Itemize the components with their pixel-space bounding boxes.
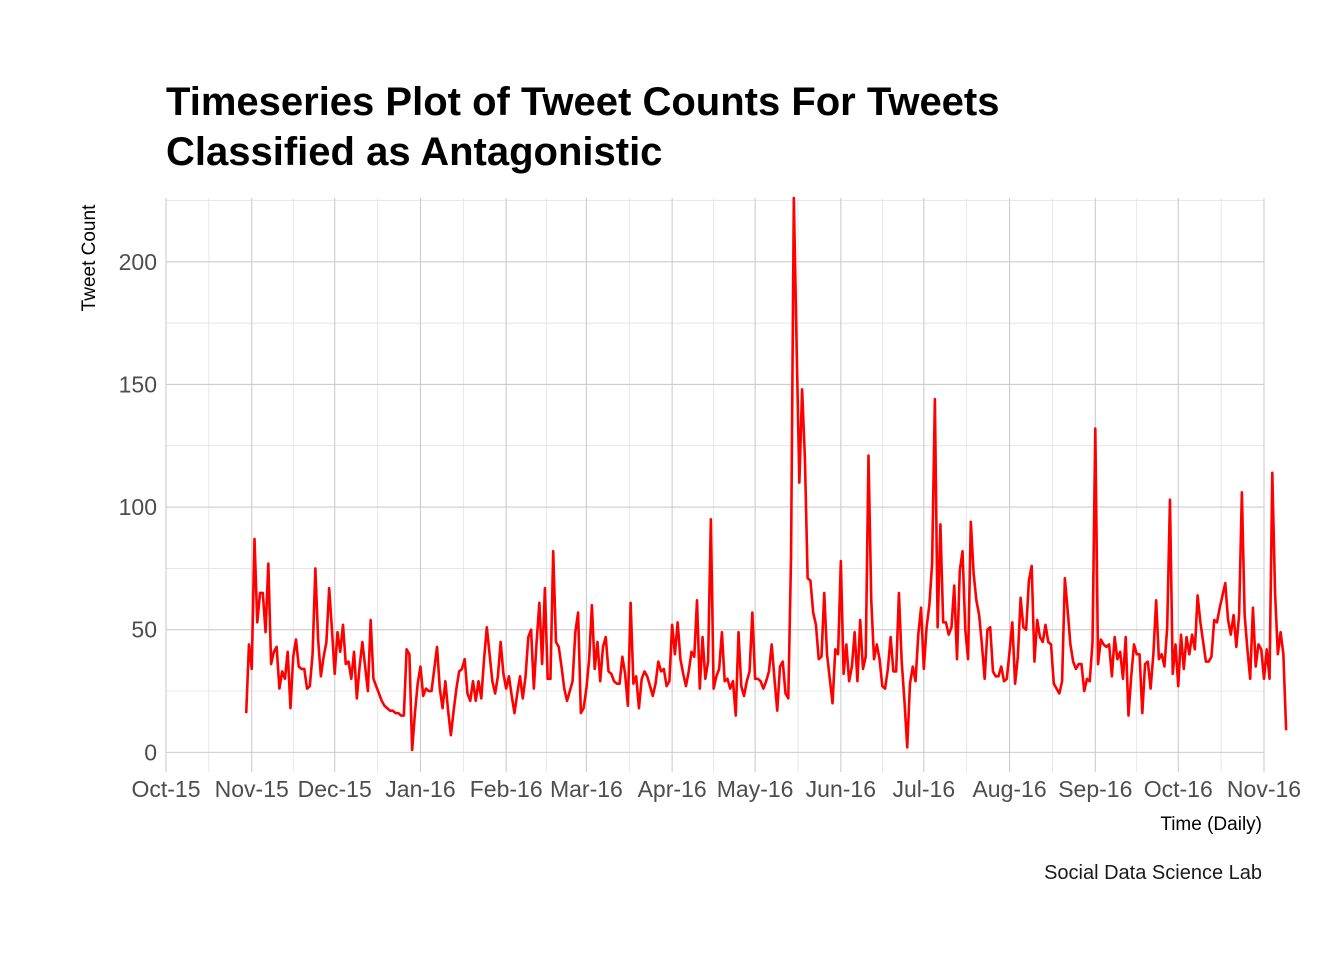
- x-tick-label: Aug-16: [972, 776, 1046, 802]
- y-tick-label: 150: [119, 371, 157, 397]
- x-tick-label: May-16: [717, 776, 794, 802]
- x-tick-label: Jul-16: [892, 776, 955, 802]
- x-tick-label: Nov-16: [1227, 776, 1301, 802]
- y-tick-label: 200: [119, 249, 157, 275]
- y-tick-label: 0: [144, 739, 157, 765]
- x-tick-label: Jun-16: [806, 776, 876, 802]
- x-tick-label: Nov-15: [215, 776, 289, 802]
- x-axis-title: Time (Daily): [1160, 814, 1262, 835]
- y-axis-title: Tweet Count: [79, 204, 100, 311]
- chart-title-line-2: Classified as Antagonistic: [166, 130, 662, 174]
- y-tick-label: 50: [131, 617, 157, 643]
- x-tick-label: Oct-16: [1144, 776, 1213, 802]
- chart-caption: Social Data Science Lab: [1044, 862, 1262, 884]
- x-tick-label: Jan-16: [385, 776, 455, 802]
- x-tick-label: Apr-16: [638, 776, 707, 802]
- x-tick-label: Oct-15: [131, 776, 200, 802]
- x-tick-label: Dec-15: [298, 776, 372, 802]
- series-line: [244, 196, 1288, 752]
- chart-title-line-1: Timeseries Plot of Tweet Counts For Twee…: [166, 80, 1000, 124]
- y-axis-tick-labels: 0 50 100 150 200: [119, 249, 157, 766]
- y-tick-label: 100: [119, 494, 157, 520]
- x-tick-label: Sep-16: [1058, 776, 1132, 802]
- x-tick-label: Feb-16: [470, 776, 543, 802]
- x-axis-tick-labels: Oct-15 Nov-15 Dec-15 Jan-16 Feb-16 Mar-16 Apr-…: [131, 776, 1301, 802]
- x-tick-label: Mar-16: [550, 776, 623, 802]
